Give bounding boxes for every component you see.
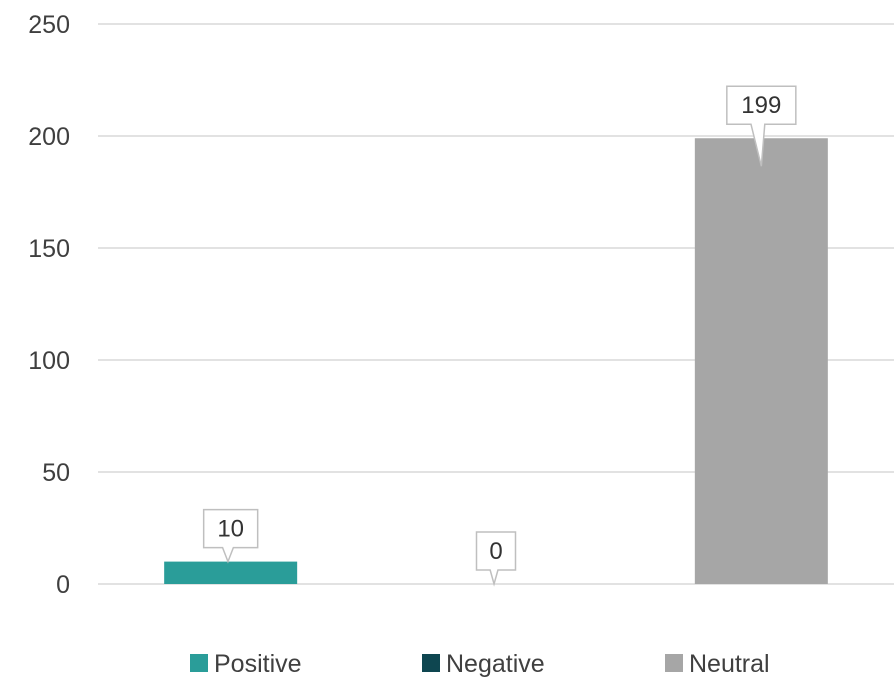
y-tick-label: 250 [28, 11, 70, 39]
y-tick-label: 50 [42, 459, 70, 487]
data-label-negative: 0 [475, 531, 517, 587]
legend-swatch [422, 654, 440, 672]
legend-swatch [665, 654, 683, 672]
y-tick-label: 0 [56, 571, 70, 599]
legend-label: Neutral [689, 650, 770, 678]
legend-item-positive[interactable]: Positive [190, 650, 302, 678]
data-label-box [202, 508, 259, 564]
legend-label: Negative [446, 650, 545, 678]
data-label-text: 10 [217, 516, 244, 543]
bar-positive [164, 561, 298, 584]
y-tick-label: 200 [28, 123, 70, 151]
data-label-neutral: 199 [726, 85, 797, 167]
legend-swatch [190, 654, 208, 672]
legend-label: Positive [214, 650, 302, 678]
data-label-text: 199 [741, 92, 781, 119]
y-tick-label: 150 [28, 235, 70, 263]
bar-neutral [694, 138, 828, 585]
y-tick-label: 100 [28, 347, 70, 375]
data-label-text: 0 [489, 538, 502, 565]
data-label-positive: 10 [202, 508, 259, 564]
data-label-box [475, 531, 517, 587]
legend-item-neutral[interactable]: Neutral [665, 650, 770, 678]
legend-item-negative[interactable]: Negative [422, 650, 545, 678]
data-label-box [726, 85, 797, 167]
